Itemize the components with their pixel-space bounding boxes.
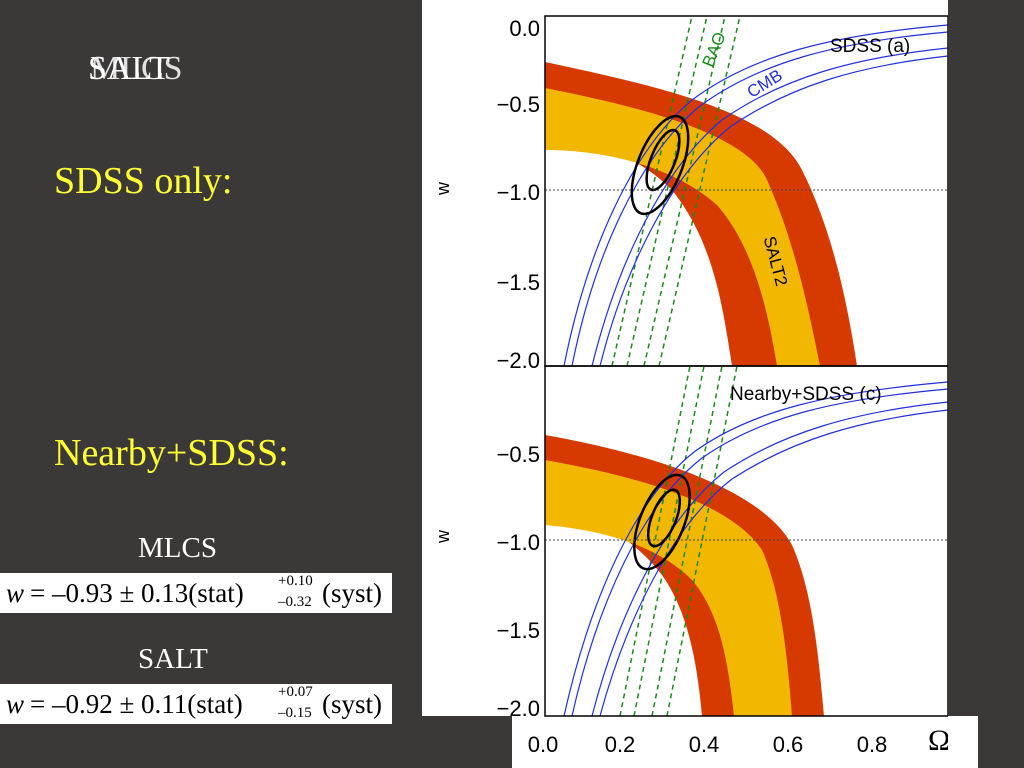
- eq-variable: w: [6, 578, 25, 608]
- salt-label: SALT: [138, 643, 208, 675]
- svg-text:−2.0: −2.0: [497, 348, 540, 373]
- svg-text:−1.0: −1.0: [497, 530, 540, 555]
- bao-contours: [611, 16, 741, 366]
- salt-equation: w = –0.92 ± 0.11(stat) +0.07 –0.15 (syst…: [0, 684, 392, 724]
- panel-c: Nearby+SDSS (c) w −0.5 −1.0 −1.5 −2.0: [433, 365, 948, 721]
- svg-text:−1.5: −1.5: [497, 618, 540, 643]
- y-ticks-a: 0.0 −0.5 −1.0 −1.5 −2.0: [497, 16, 540, 373]
- x-axis-strip: [512, 716, 978, 768]
- cmb-contours: [563, 24, 948, 366]
- title-overlap-salt: SALT: [88, 50, 170, 87]
- eq-syst: (syst): [322, 578, 382, 608]
- mlcs-equation: w = –0.93 ± 0.13(stat) +0.10 –0.32 (syst…: [0, 573, 392, 613]
- svg-text:−1.0: −1.0: [497, 180, 540, 205]
- cmb-contours-c: [563, 381, 948, 716]
- heading-sdss-only: SDSS only:: [54, 160, 233, 202]
- svg-text:−0.5: −0.5: [497, 442, 540, 467]
- eq-sup: +0.10: [278, 573, 313, 589]
- y-axis-label-c: w: [433, 529, 453, 544]
- eq-body: = –0.92 ± 0.11(stat): [30, 689, 243, 719]
- heading-nearby-sdss: Nearby+SDSS:: [54, 432, 289, 474]
- svg-text:−0.5: −0.5: [497, 92, 540, 117]
- eq-variable: w: [6, 689, 25, 719]
- salt2-inner-band: [545, 88, 820, 366]
- x-ticks: 0.0 0.2 0.4 0.6 0.8: [528, 732, 888, 757]
- svg-text:0.2: 0.2: [605, 732, 636, 757]
- joint-contours: [630, 114, 690, 216]
- panel-c-label: Nearby+SDSS (c): [730, 384, 882, 405]
- bao-contours-c: [619, 366, 738, 716]
- svg-text:0.0: 0.0: [509, 16, 540, 41]
- contour-plot: BAO CMB SALT2 SDSS (a) w 0.0 −0.5 −1.0 −…: [422, 0, 948, 760]
- svg-text:−1.5: −1.5: [497, 270, 540, 295]
- eq-sub: –0.15: [278, 705, 312, 721]
- eq-sub: –0.32: [278, 594, 312, 610]
- svg-text:−2.0: −2.0: [497, 696, 540, 721]
- y-axis-label-a: w: [433, 181, 453, 196]
- eq-body: = –0.93 ± 0.13(stat): [30, 578, 244, 608]
- joint-contours-c: [633, 473, 691, 571]
- x-axis-label: ΩM: [928, 724, 948, 760]
- title-overlap-mlcs: MLCS: [90, 50, 183, 87]
- panel-a-label: SDSS (a): [830, 36, 910, 57]
- svg-text:0.8: 0.8: [857, 732, 888, 757]
- eq-syst: (syst): [322, 689, 382, 719]
- salt2-inner-band-c: [545, 460, 792, 716]
- svg-text:0.4: 0.4: [689, 732, 720, 757]
- mlcs-label: MLCS: [138, 532, 217, 564]
- eq-sup: +0.07: [278, 684, 313, 700]
- svg-text:0.0: 0.0: [528, 732, 559, 757]
- y-ticks-c: −0.5 −1.0 −1.5 −2.0: [497, 442, 540, 721]
- svg-text:0.6: 0.6: [773, 732, 804, 757]
